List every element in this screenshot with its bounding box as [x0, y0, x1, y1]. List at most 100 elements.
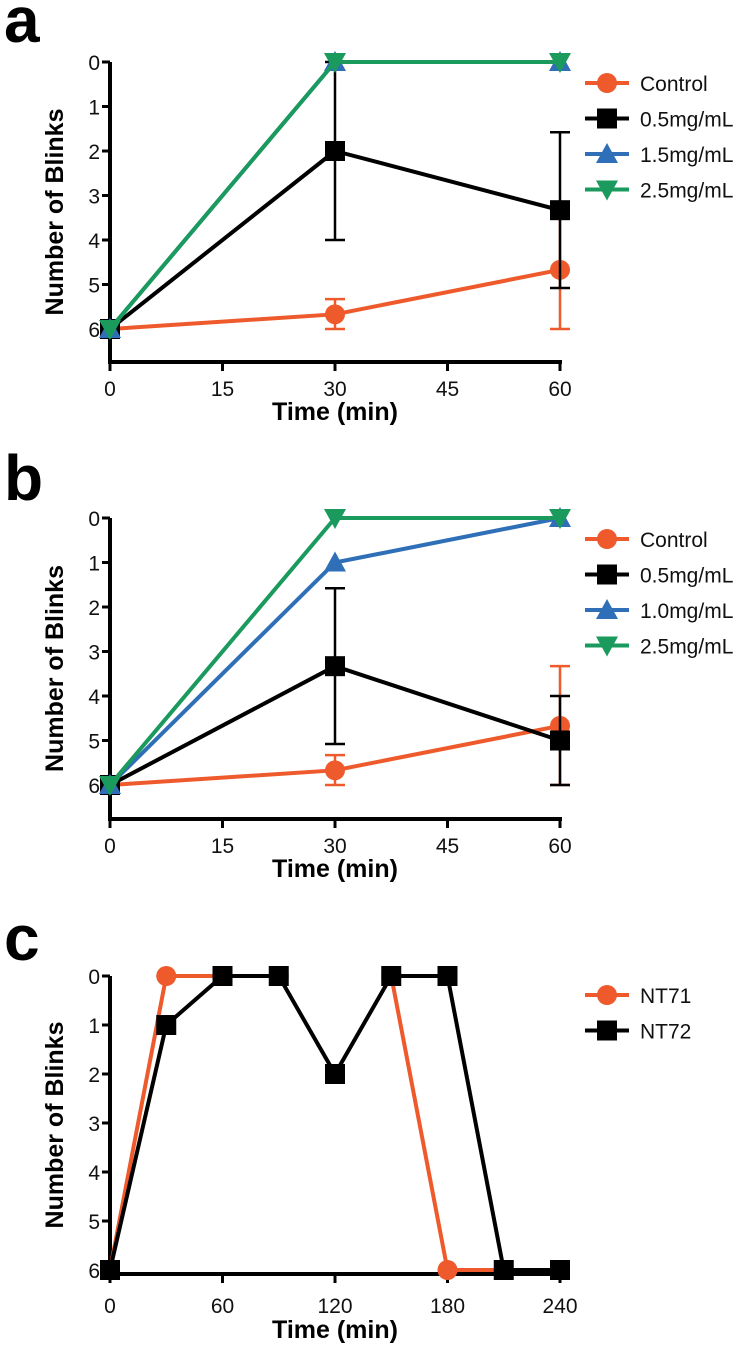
y-tick-label: 2: [88, 1064, 100, 1087]
data-point: [100, 1260, 120, 1280]
x-tick-label: 240: [542, 1295, 577, 1318]
y-tick-label: 3: [88, 642, 100, 665]
data-point: [324, 53, 346, 73]
x-tick-label: 45: [436, 378, 459, 401]
legend-label: 0.5mg/mL: [640, 565, 733, 588]
y-tick-label: 2: [88, 141, 100, 164]
legend-label: 2.5mg/mL: [640, 636, 733, 659]
series-line-segment: [445, 974, 506, 1272]
x-tick-label: 60: [548, 378, 571, 401]
y-tick-label: 6: [88, 1260, 100, 1283]
legend-label: 1.5mg/mL: [640, 144, 733, 167]
x-tick-label: 60: [211, 1295, 234, 1318]
x-axis-title: Time (min): [272, 1316, 398, 1344]
series-0.5mg/mL: [100, 587, 570, 795]
x-tick-label: 15: [211, 835, 234, 858]
legend-label: 1.0mg/mL: [640, 600, 733, 623]
legend-label: 0.5mg/mL: [640, 109, 733, 132]
series-line-segment: [108, 1023, 169, 1272]
legend-entry: 0.5mg/mL: [585, 564, 733, 588]
x-tick-label: 120: [317, 1295, 352, 1318]
series-line-segment: [333, 974, 394, 1076]
legend-entry: 2.5mg/mL: [585, 180, 733, 203]
data-point: [437, 966, 458, 986]
series-2.5mg/mL: [99, 53, 571, 340]
data-point: [325, 304, 345, 325]
data-point: [268, 966, 289, 986]
legend-marker: [597, 985, 617, 1005]
y-tick-label: 1: [88, 97, 100, 120]
series-line-segment: [333, 664, 562, 743]
x-tick-label: 15: [211, 378, 234, 401]
data-point: [156, 966, 177, 986]
panel-letter: c: [4, 902, 40, 974]
series-0.5mg/mL: [100, 60, 570, 339]
legend-entry: 0.5mg/mL: [585, 108, 733, 132]
data-point: [549, 53, 571, 73]
data-point: [324, 509, 346, 529]
legend-marker: [597, 73, 617, 93]
data-point: [99, 320, 121, 340]
legend-marker: [597, 108, 617, 129]
data-point: [493, 1260, 514, 1280]
y-tick-label: 5: [88, 731, 100, 754]
legend-marker: [597, 1020, 617, 1041]
series-line-segment: [108, 516, 337, 787]
y-tick-label: 4: [88, 230, 100, 253]
y-tick-label: 1: [88, 553, 100, 576]
x-tick-label: 0: [104, 835, 116, 858]
legend-entry: 2.5mg/mL: [585, 636, 733, 659]
series-line-segment: [276, 974, 337, 1076]
series-NT72: [100, 966, 570, 1280]
legend-marker: [596, 143, 618, 163]
series-line-segment: [108, 149, 337, 331]
y-tick-label: 6: [88, 775, 100, 798]
y-tick-label: 0: [88, 966, 100, 989]
x-tick-label: 0: [104, 378, 116, 401]
y-tick-label: 3: [88, 1113, 100, 1136]
series-line-segment: [108, 664, 337, 787]
series-line-segment: [389, 974, 450, 1272]
legend-marker: [596, 180, 618, 201]
data-point: [212, 966, 233, 986]
legend-marker: [596, 599, 618, 619]
x-tick-label: 30: [323, 378, 346, 401]
series-2.5mg/mL: [99, 509, 571, 796]
x-tick-label: 180: [430, 1295, 465, 1318]
data-point: [325, 656, 345, 677]
data-point: [325, 141, 345, 161]
series-line-segment: [333, 267, 562, 317]
series-NT71: [100, 966, 570, 1280]
legend-entry: 1.5mg/mL: [585, 143, 733, 167]
data-point: [550, 730, 570, 751]
y-axis-title: Number of Blinks: [41, 1022, 69, 1229]
legend-entry: Control: [585, 529, 708, 552]
series-line-segment: [333, 149, 562, 213]
data-point: [325, 760, 345, 781]
y-tick-label: 5: [88, 275, 100, 298]
y-axis-title: Number of Blinks: [41, 109, 69, 316]
y-tick-label: 6: [88, 319, 100, 342]
y-tick-label: 3: [88, 186, 100, 209]
y-tick-label: 0: [88, 508, 100, 531]
legend-label: 2.5mg/mL: [640, 180, 733, 203]
data-point: [550, 200, 570, 221]
x-axis-title: Time (min): [272, 398, 398, 426]
series-line-segment: [108, 768, 337, 787]
series-line-segment: [333, 516, 562, 565]
data-point: [549, 509, 571, 529]
legend-label: NT71: [640, 985, 691, 1008]
data-point: [324, 551, 346, 572]
series-line-segment: [108, 60, 337, 331]
panel-letter: a: [4, 0, 40, 56]
data-point: [99, 776, 121, 796]
data-point: [437, 1260, 458, 1280]
y-tick-label: 5: [88, 1211, 100, 1234]
y-tick-label: 2: [88, 597, 100, 620]
y-tick-label: 4: [88, 1162, 100, 1185]
data-point: [325, 1064, 345, 1084]
